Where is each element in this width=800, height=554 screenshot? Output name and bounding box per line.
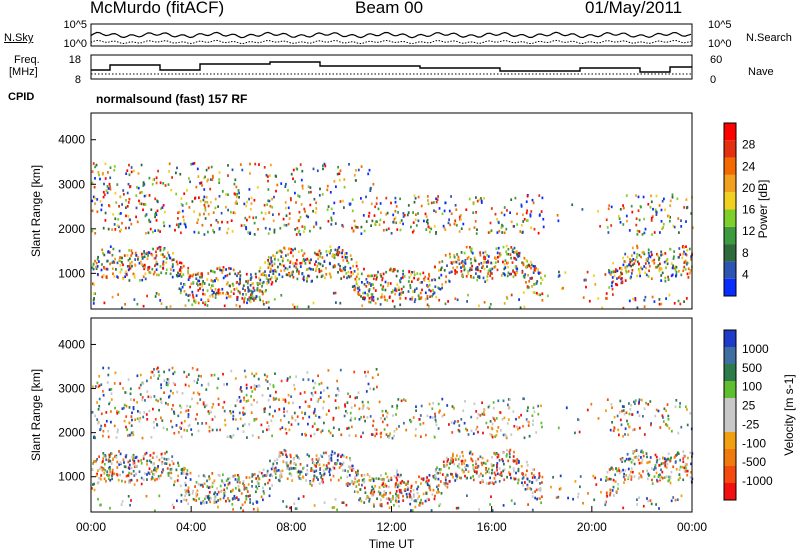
power-colorbar-segment [724, 244, 736, 262]
cpid-label: CPID [8, 91, 35, 103]
nsearch-label: N.Search [746, 32, 792, 44]
velocity-ylabel: Slant Range [km] [29, 369, 43, 461]
velocity-colorbar-label: Velocity [m s-1] [782, 374, 796, 455]
nave-tick: 60 [710, 54, 722, 66]
velocity-colorbar-segment [724, 449, 736, 466]
beam-title: Beam 00 [355, 0, 424, 17]
velocity-colorbar-tick: -100 [742, 436, 766, 450]
nave-label: Nave [748, 66, 774, 78]
sky-noise-line [90, 31, 692, 39]
velocity-colorbar-segment [724, 381, 736, 398]
velocity-panel-bg [91, 318, 692, 512]
velocity-ytick-label: 4000 [58, 337, 85, 351]
velocity-colorbar-tick: 25 [742, 399, 756, 413]
power-colorbar-tick: 20 [742, 181, 756, 195]
power-colorbar-segment [724, 123, 736, 141]
xtick-label: 08:00 [276, 520, 306, 534]
velocity-colorbar-segment [724, 466, 736, 483]
power-colorbar-segment [724, 192, 736, 210]
velocity-colorbar-segment [724, 415, 736, 432]
velocity-colorbar-segment [724, 364, 736, 381]
velocity-ytick-label: 3000 [58, 382, 85, 396]
power-colorbar-segment [724, 157, 736, 175]
velocity-colorbar-tick: -500 [742, 455, 766, 469]
power-ytick-label: 2000 [58, 222, 85, 236]
nave-tick: 0 [710, 74, 716, 86]
freq-tick: 18 [69, 54, 81, 66]
noise-tick-right: 10^5 [708, 19, 732, 31]
power-colorbar-tick: 16 [742, 203, 756, 217]
xtick-label: 20:00 [577, 520, 607, 534]
velocity-ytick-label: 2000 [58, 426, 85, 440]
xtick-label: 00:00 [76, 520, 106, 534]
power-colorbar-frame [723, 122, 737, 297]
power-panel-bg [91, 113, 692, 309]
velocity-echo-field [91, 366, 694, 512]
noise-tick-left: 10^5 [63, 19, 87, 31]
xtick-label: 12:00 [376, 520, 406, 534]
power-panel-frame [90, 112, 693, 310]
xtick-label: 16:00 [477, 520, 507, 534]
velocity-colorbar-segment [724, 330, 736, 347]
power-ylabel: Slant Range [km] [29, 165, 43, 257]
nsky-label: N.Sky [4, 32, 34, 44]
power-ytick-label: 1000 [58, 266, 85, 280]
velocity-colorbar-tick: -25 [742, 417, 760, 431]
velocity-ytick-label: 1000 [58, 470, 85, 484]
power-ytick-label: 3000 [58, 177, 85, 191]
search-noise-line [90, 39, 692, 45]
velocity-colorbar-tick: 1000 [742, 342, 769, 356]
power-colorbar-segment [724, 278, 736, 296]
noise-tick-right: 10^0 [708, 38, 732, 50]
power-colorbar-tick: 24 [742, 159, 756, 173]
xtick-label: 04:00 [176, 520, 206, 534]
freq-tick: 8 [75, 74, 81, 86]
power-colorbar-label: Power [dB] [756, 180, 770, 239]
velocity-colorbar-frame [723, 329, 737, 501]
power-colorbar-tick: 28 [742, 138, 756, 152]
velocity-colorbar-tick: 100 [742, 380, 762, 394]
power-echo-field [91, 162, 694, 310]
freq-label-2: [MHz] [9, 66, 38, 78]
station-title: McMurdo (fitACF) [90, 0, 225, 17]
power-colorbar-segment [724, 261, 736, 279]
power-colorbar-segment [724, 226, 736, 245]
freq-panel-frame [90, 54, 693, 80]
velocity-colorbar-tick: 500 [742, 361, 762, 375]
xtick-label: 00:00 [677, 520, 707, 534]
velocity-colorbar-tick: -1000 [742, 474, 773, 488]
freq-label-1: Freq. [14, 54, 40, 66]
xlabel: Time UT [369, 537, 415, 551]
cpid-value: normalsound (fast) 157 RF [96, 92, 248, 106]
power-colorbar-tick: 12 [742, 224, 756, 238]
velocity-colorbar-segment [724, 347, 736, 364]
frequency-line [91, 61, 692, 73]
noise-tick-left: 10^0 [63, 38, 87, 50]
velocity-colorbar-segment [724, 398, 736, 415]
date-title: 01/May/2011 [585, 0, 683, 17]
velocity-colorbar-segment [724, 483, 736, 500]
power-colorbar-tick: 4 [742, 267, 749, 281]
power-ytick-label: 4000 [58, 133, 85, 147]
power-colorbar-tick: 8 [742, 246, 749, 260]
power-colorbar-segment [724, 209, 736, 227]
power-colorbar-segment [724, 140, 736, 158]
power-colorbar-segment [724, 174, 736, 193]
velocity-colorbar-segment [724, 432, 736, 449]
